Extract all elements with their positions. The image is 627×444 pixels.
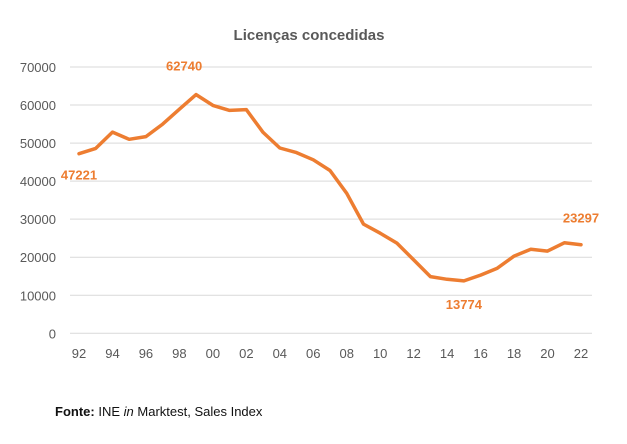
y-tick-label: 70000: [20, 60, 56, 75]
footnote-rest: Marktest, Sales Index: [137, 404, 263, 419]
footnote-label: Fonte:: [55, 404, 95, 419]
y-tick-label: 60000: [20, 98, 56, 113]
footnote-source: INE: [98, 404, 121, 419]
x-tick-label: 98: [172, 346, 186, 361]
x-tick-label: 08: [339, 346, 353, 361]
series-line: [77, 92, 583, 283]
y-tick-label: 20000: [20, 250, 56, 265]
x-tick-label: 02: [239, 346, 253, 361]
x-tick-label: 96: [139, 346, 153, 361]
y-tick-label: 10000: [20, 288, 56, 303]
x-tick-label: 16: [473, 346, 487, 361]
source-footnote: Fonte: INE in Marktest, Sales Index: [55, 404, 262, 419]
data-label: 62740: [166, 59, 202, 74]
footnote-in: in: [123, 404, 134, 419]
y-tick-label: 50000: [20, 136, 56, 151]
y-tick-label: 30000: [20, 212, 56, 227]
data-label: 47221: [61, 168, 97, 183]
x-tick-label: 94: [105, 346, 119, 361]
x-tick-label: 14: [440, 346, 454, 361]
data-label: 23297: [563, 211, 599, 226]
x-tick-label: 04: [273, 346, 287, 361]
x-tick-label: 18: [507, 346, 521, 361]
x-tick-label: 20: [540, 346, 554, 361]
x-tick-label: 00: [206, 346, 220, 361]
x-tick-label: 12: [406, 346, 420, 361]
chart-title: Licenças concedidas: [234, 27, 385, 44]
x-tick-label: 10: [373, 346, 387, 361]
y-tick-label: 40000: [20, 174, 56, 189]
data-label: 13774: [446, 297, 483, 312]
x-tick-label: 06: [306, 346, 320, 361]
x-tick-label: 22: [574, 346, 588, 361]
x-tick-label: 92: [72, 346, 86, 361]
y-tick-label: 0: [49, 326, 56, 341]
